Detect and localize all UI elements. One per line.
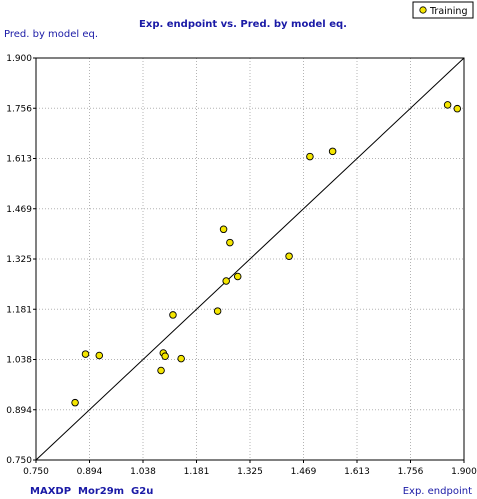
data-point: [285, 252, 293, 260]
model-variables: MAXDP Mor29m G2u: [30, 486, 153, 497]
data-point: [177, 354, 185, 363]
x-tick-label: 1.756: [398, 467, 424, 477]
data-point: [222, 277, 230, 285]
data-point: [443, 101, 452, 109]
data-point: [81, 350, 90, 358]
data-point: [453, 104, 462, 113]
y-tick-label: 1.900: [6, 54, 32, 64]
legend-marker: [419, 6, 427, 14]
reference-line: [35, 57, 465, 461]
data-point: [219, 225, 228, 234]
x-tick-labels: 0.750 0.894 1.038 1.181 1.325 1.469 1.613 1.756…: [23, 460, 477, 477]
data-point: [95, 351, 104, 360]
x-tick-label: 1.469: [291, 467, 317, 477]
legend-box: [412, 1, 474, 19]
x-tick-label: 1.613: [344, 467, 370, 477]
data-point: [169, 311, 177, 319]
data-point: [306, 152, 314, 161]
data-point: [213, 307, 222, 315]
y-tick-label: 1.181: [6, 305, 32, 315]
x-tick-label: 1.900: [451, 467, 477, 477]
y-tick-label: 1.325: [6, 255, 32, 265]
chart-title: Exp. endpoint vs. Pred. by model eq.: [139, 19, 347, 30]
legend: Training: [412, 1, 474, 19]
data-point: [233, 272, 242, 281]
x-axis-title: Exp. endpoint: [403, 486, 472, 497]
data-point: [161, 352, 169, 360]
y-tick-label: 1.038: [6, 356, 32, 366]
x-tick-label: 1.038: [130, 467, 156, 477]
y-tick-label: 1.756: [6, 104, 32, 114]
y-tick-label: 0.750: [6, 456, 32, 466]
y-tick-label: 0.894: [6, 406, 32, 416]
y-tick-labels: 0.750 0.894 1.038 1.181 1.325 1.469 1.613 1.756…: [6, 54, 36, 466]
x-tick-label: 1.325: [237, 467, 263, 477]
x-tick-label: 0.894: [77, 467, 103, 477]
data-point: [328, 147, 337, 156]
y-tick-label: 1.613: [6, 155, 32, 165]
x-tick-label: 1.181: [184, 467, 210, 477]
data-point: [157, 366, 165, 375]
legend-label-training: Training: [429, 6, 468, 17]
y-tick-label: 1.469: [6, 205, 32, 215]
y-axis-title: Pred. by model eq.: [4, 29, 98, 40]
x-tick-label: 0.750: [23, 467, 49, 477]
data-point: [226, 238, 234, 247]
data-point: [71, 398, 79, 407]
data-points: [71, 101, 462, 407]
